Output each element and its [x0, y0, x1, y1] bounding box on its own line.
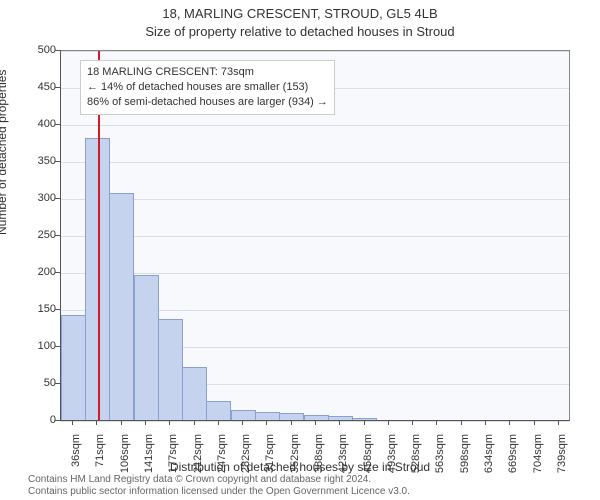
xtick-mark — [534, 420, 535, 425]
bar — [206, 401, 231, 421]
xtick-mark — [339, 420, 340, 425]
ytick-label: 400 — [16, 118, 56, 130]
bar — [158, 319, 183, 420]
xtick-mark — [436, 420, 437, 425]
xtick-mark — [96, 420, 97, 425]
xtick-mark — [218, 420, 219, 425]
xtick-mark — [509, 420, 510, 425]
bar — [182, 367, 207, 420]
annotation-line: 86% of semi-detached houses are larger (… — [87, 95, 328, 110]
ytick-label: 300 — [16, 192, 56, 204]
ytick-mark — [55, 50, 60, 51]
xtick-mark — [485, 420, 486, 425]
xtick-mark — [169, 420, 170, 425]
ytick-mark — [55, 235, 60, 236]
ytick-label: 500 — [16, 44, 56, 56]
x-axis-label: Distribution of detached houses by size … — [0, 460, 600, 474]
xtick-mark — [291, 420, 292, 425]
bar — [134, 275, 159, 420]
y-axis-line — [60, 50, 61, 420]
footnote: Contains HM Land Registry data © Crown c… — [28, 474, 410, 498]
xtick-mark — [145, 420, 146, 425]
xtick-mark — [266, 420, 267, 425]
ytick-mark — [55, 383, 60, 384]
gridline — [60, 162, 569, 163]
ytick-mark — [55, 346, 60, 347]
annotation-line: ← 14% of detached houses are smaller (15… — [87, 80, 328, 95]
gridline — [60, 51, 569, 52]
xtick-mark — [388, 420, 389, 425]
gridline — [60, 236, 569, 237]
ytick-label: 150 — [16, 303, 56, 315]
ytick-label: 350 — [16, 155, 56, 167]
ytick-mark — [55, 309, 60, 310]
xtick-mark — [194, 420, 195, 425]
gridline — [60, 199, 569, 200]
ytick-label: 200 — [16, 266, 56, 278]
annotation-line: 18 MARLING CRESCENT: 73sqm — [87, 65, 328, 80]
xtick-mark — [461, 420, 462, 425]
ytick-label: 450 — [16, 81, 56, 93]
ytick-label: 0 — [16, 414, 56, 426]
bar — [61, 315, 86, 420]
bar — [279, 413, 304, 420]
ytick-mark — [55, 198, 60, 199]
ytick-mark — [55, 161, 60, 162]
footnote-line: Contains public sector information licen… — [28, 486, 410, 498]
ytick-mark — [55, 272, 60, 273]
chart-subtitle: Size of property relative to detached ho… — [0, 24, 600, 39]
chart-title: 18, MARLING CRESCENT, STROUD, GL5 4LB — [0, 6, 600, 21]
ytick-mark — [55, 420, 60, 421]
xtick-mark — [558, 420, 559, 425]
xtick-mark — [364, 420, 365, 425]
footnote-line: Contains HM Land Registry data © Crown c… — [28, 474, 410, 486]
chart-container: 18, MARLING CRESCENT, STROUD, GL5 4LB Si… — [0, 0, 600, 500]
bar — [255, 412, 280, 420]
y-axis-label: Number of detached properties — [0, 70, 9, 235]
xtick-mark — [412, 420, 413, 425]
annotation-box: 18 MARLING CRESCENT: 73sqm ← 14% of deta… — [80, 60, 335, 115]
ytick-label: 50 — [16, 377, 56, 389]
xtick-mark — [72, 420, 73, 425]
xtick-mark — [121, 420, 122, 425]
ytick-label: 250 — [16, 229, 56, 241]
ytick-mark — [55, 124, 60, 125]
bar — [231, 410, 256, 420]
bar — [109, 193, 134, 420]
ytick-mark — [55, 87, 60, 88]
xtick-mark — [242, 420, 243, 425]
ytick-label: 100 — [16, 340, 56, 352]
xtick-mark — [315, 420, 316, 425]
gridline — [60, 125, 569, 126]
